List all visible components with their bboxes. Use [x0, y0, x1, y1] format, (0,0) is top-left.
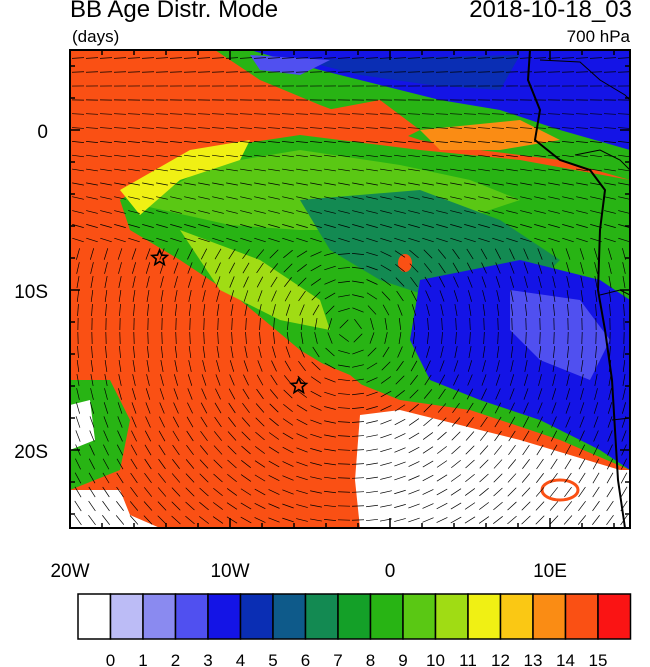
lon-tick-label: 20W — [50, 561, 89, 582]
axis-ticks — [69, 50, 630, 528]
pressure-level-label: 700 hPa — [566, 27, 630, 46]
star-marker — [289, 375, 309, 395]
lat-tick-label: 20S — [14, 442, 48, 463]
lat-tick-label: 0 — [37, 122, 48, 143]
lon-tick-label: 10W — [210, 561, 249, 582]
plot-frame — [69, 49, 631, 529]
coastline — [526, 49, 626, 529]
border-line — [539, 59, 631, 101]
border-line — [574, 149, 631, 171]
lon-tick-label: 0 — [385, 561, 396, 582]
datetime-label: 2018-10-18_03 — [469, 0, 632, 23]
age-field — [70, 50, 630, 528]
units-label: (days) — [72, 27, 120, 46]
map-title: BB Age Distr. Mode — [70, 0, 279, 23]
lon-tick-label: 10E — [533, 561, 567, 582]
star-marker — [150, 247, 170, 267]
wind-vectors — [71, 57, 630, 526]
lat-tick-label: 10S — [14, 282, 48, 303]
